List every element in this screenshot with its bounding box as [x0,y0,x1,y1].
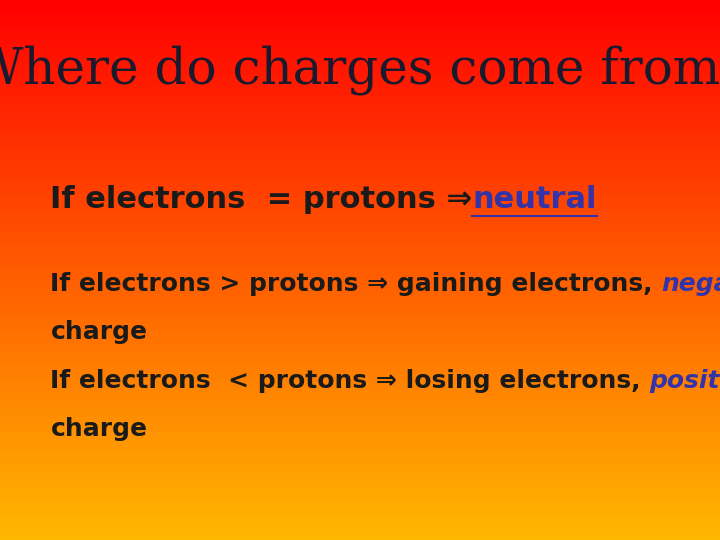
Text: positive: positive [649,369,720,393]
Text: charge: charge [50,417,148,441]
Text: neutral: neutral [472,185,597,214]
Text: If electrons  = protons ⇒: If electrons = protons ⇒ [50,185,472,214]
Text: If electrons > protons ⇒ gaining electrons,: If electrons > protons ⇒ gaining electro… [50,272,662,295]
Text: negative: negative [662,272,720,295]
Text: Where do charges come from?: Where do charges come from? [0,45,720,95]
Text: charge: charge [50,320,148,344]
Text: If electrons  < protons ⇒ losing electrons,: If electrons < protons ⇒ losing electron… [50,369,649,393]
